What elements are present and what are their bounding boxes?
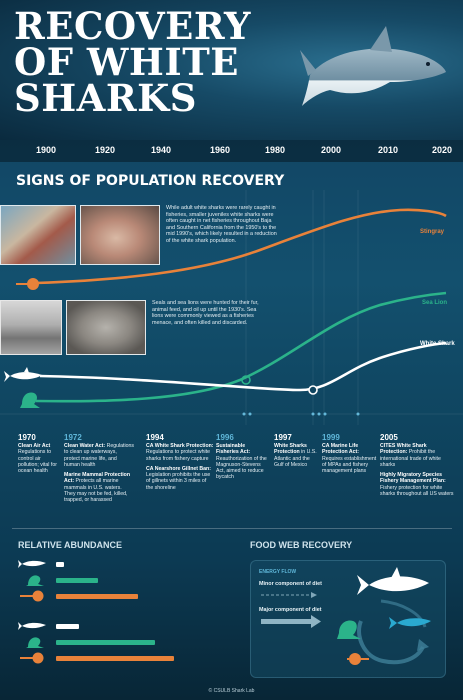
stingray-label: Stingray xyxy=(420,229,445,235)
event-1997: 1997 White Sharks Protection in U.S. Atl… xyxy=(274,433,320,468)
food-web-panel: ENERGY FLOW Minor component of diet Majo… xyxy=(250,560,446,678)
event-text: Regulations to protect white sharks from… xyxy=(146,449,211,462)
white-shark-abundance-bar xyxy=(56,624,79,629)
food-web-diagram xyxy=(261,567,431,665)
event-1999: 1999 CA Marine Life Protection Act: Requ… xyxy=(322,433,378,474)
stingray-abundance-bar xyxy=(56,594,138,599)
sea-lion-icon xyxy=(18,573,48,592)
stingray-icon xyxy=(18,589,48,608)
sealion-hunt-photo-1 xyxy=(0,300,62,355)
event-title-2: CA Nearshore Gillnet Ban: xyxy=(146,465,211,472)
sealion-label: Sea Lion xyxy=(422,300,448,306)
year-tick: 1940 xyxy=(151,145,172,155)
event-text: Regulations to clean up waterways, prote… xyxy=(64,443,134,468)
white-shark-hero-illustration xyxy=(300,26,446,106)
population-recovery-chart xyxy=(0,190,463,425)
timeline-axis: 1900 1920 1940 1960 1980 2000 2010 2020 xyxy=(0,140,463,162)
page-title: RECOVERY OF WHITE SHARKS xyxy=(14,4,251,120)
stingray-series-line xyxy=(35,208,447,285)
event-year: 1994 xyxy=(146,433,164,442)
section-divider xyxy=(12,528,452,529)
event-year: 1970 xyxy=(18,433,36,442)
sea-lion-icon xyxy=(337,620,361,639)
sealion-marker xyxy=(241,375,251,385)
event-text: Regulations to control air pollution; vi… xyxy=(18,449,57,475)
sealion-hunt-photo-2 xyxy=(66,300,146,355)
stingray-icon xyxy=(347,653,369,665)
shark-icon xyxy=(4,367,42,382)
sealion-icon xyxy=(20,392,40,408)
event-year: 2005 xyxy=(380,433,398,442)
food-web-title: FOOD WEB RECOVERY xyxy=(250,540,353,550)
shark-marker xyxy=(308,385,318,395)
footer-credit: © CSULB Shark Lab xyxy=(208,688,255,694)
event-title-2: Marine Mammal Protection Act: xyxy=(64,472,131,485)
event-year: 1972 xyxy=(64,433,82,442)
shark-label: White Shark xyxy=(420,341,455,347)
fisheries-note: While adult white sharks were rarely cau… xyxy=(166,205,277,244)
event-title: Clean Air Act xyxy=(18,443,51,449)
event-text: Prohibit the international trade of whit… xyxy=(380,449,441,468)
event-title: White Sharks Protection xyxy=(274,443,307,456)
year-tick: 2010 xyxy=(378,145,399,155)
minor-diet-label: Minor component of diet xyxy=(259,581,322,587)
event-title-2: Highly Migratory Species Fishery Managem… xyxy=(380,472,446,485)
event-year: 1999 xyxy=(322,433,340,442)
event-title: CA White Shark Protection: xyxy=(146,443,214,449)
event-title: CA Marine Life Protection Act: xyxy=(322,443,359,456)
fish-shark-icon xyxy=(389,617,431,629)
stingray-abundance-bar xyxy=(56,656,174,661)
year-tick: 2000 xyxy=(321,145,342,155)
event-text-2: Legislation prohibits the use of gillnet… xyxy=(146,472,211,491)
event-text: in U.S. Atlantic and the Gulf of Mexico xyxy=(274,449,317,468)
event-title: CITES White Shark Protection: xyxy=(380,443,427,456)
event-year: 1997 xyxy=(274,433,292,442)
event-1972: 1972 Clean Water Act: Regulations to cle… xyxy=(64,433,134,504)
event-2005: 2005 CITES White Shark Protection: Prohi… xyxy=(380,433,454,497)
white-shark-icon xyxy=(18,557,48,576)
major-diet-label: Major component of diet xyxy=(259,607,322,613)
section-title: SIGNS OF POPULATION RECOVERY xyxy=(16,173,285,189)
year-tick: 1980 xyxy=(265,145,286,155)
year-tick: 1920 xyxy=(95,145,116,155)
white-shark-icon xyxy=(357,567,429,595)
energy-flow-label: ENERGY FLOW xyxy=(259,569,297,575)
white-shark-icon xyxy=(18,619,48,638)
event-text: Requires establishment of MPAs and fishe… xyxy=(322,455,377,475)
hero-banner: RECOVERY OF WHITE SHARKS xyxy=(0,0,463,140)
sea-lion-abundance-bar xyxy=(56,578,98,583)
event-1994: 1994 CA White Shark Protection: Regulati… xyxy=(146,433,214,491)
major-arrow xyxy=(261,619,311,624)
event-year: 1996 xyxy=(216,433,234,442)
year-tick: 1960 xyxy=(210,145,231,155)
event-title: Sustainable Fisheries Act: xyxy=(216,443,251,456)
event-text: Reauthorization of the Magnuson-Stevens … xyxy=(216,455,267,481)
sea-lion-abundance-bar xyxy=(56,640,155,645)
year-tick: 1900 xyxy=(36,145,57,155)
sea-lion-icon xyxy=(18,635,48,654)
sealion-series-line xyxy=(35,291,447,403)
year-tick: 2020 xyxy=(432,145,453,155)
event-1970: 1970 Clean Air Act Regulations to contro… xyxy=(18,433,62,474)
event-title: Clean Water Act: xyxy=(64,443,106,449)
pinnipeds-note: Seals and sea lions were hunted for thei… xyxy=(152,300,259,326)
event-text-2: Protects all marine mammals in U.S. wate… xyxy=(64,478,128,504)
fishery-photo-2 xyxy=(80,205,160,265)
event-1996: 1996 Sustainable Fisheries Act: Reauthor… xyxy=(216,433,268,481)
relative-abundance-title: RELATIVE ABUNDANCE xyxy=(18,540,123,550)
stingray-icon xyxy=(18,651,48,670)
stingray-icon xyxy=(16,278,39,290)
event-text-2: Fishery protection for white sharks thro… xyxy=(380,484,454,498)
white-shark-abundance-bar xyxy=(56,562,64,567)
fishery-photo-1 xyxy=(0,205,76,265)
